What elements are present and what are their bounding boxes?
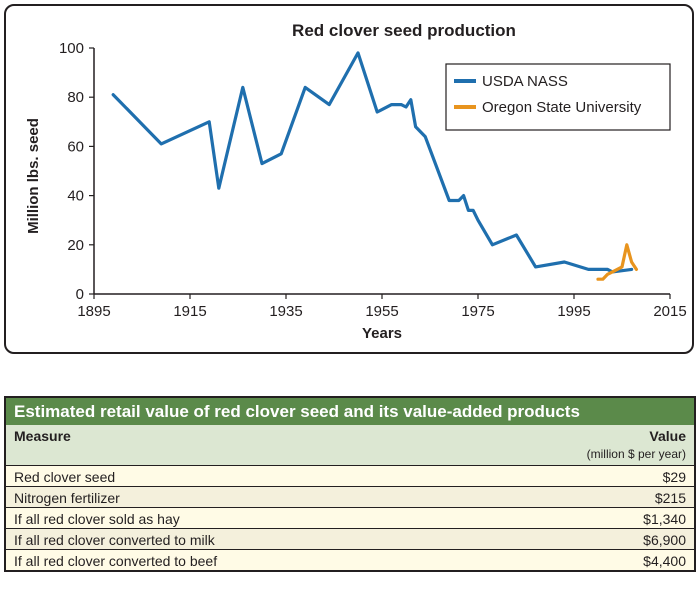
- row-value: $215: [654, 490, 686, 506]
- table-row: Red clover seed $29: [6, 466, 694, 487]
- row-value: $29: [662, 469, 686, 485]
- table-body: Red clover seed $29 Nitrogen fertilizer …: [6, 466, 694, 570]
- series-line-usda-nass: [111, 51, 634, 274]
- x-tick-label: 1935: [269, 303, 302, 320]
- value-table: Estimated retail value of red clover see…: [4, 396, 696, 572]
- chart-panel: Red clover seed production 0 20 40 60 80 100 18…: [4, 4, 694, 354]
- table-title: Estimated retail value of red clover see…: [6, 398, 694, 425]
- y-tick-label: 40: [67, 188, 84, 205]
- header-value: Value: [649, 428, 686, 444]
- chart-title: Red clover seed production: [292, 21, 516, 40]
- table-row: Nitrogen fertilizer $215: [6, 487, 694, 508]
- x-axis-label: Years: [362, 325, 402, 342]
- x-tick-label: 1975: [461, 303, 494, 320]
- table-row: If all red clover converted to beef $4,4…: [6, 550, 694, 570]
- table-row: If all red clover sold as hay $1,340: [6, 508, 694, 529]
- y-tick-label: 80: [67, 89, 84, 106]
- y-tick-label: 0: [76, 286, 84, 303]
- row-value: $1,340: [643, 511, 686, 527]
- line-chart: Red clover seed production 0 20 40 60 80 100 18…: [25, 21, 687, 342]
- x-tick-label: 1995: [557, 303, 590, 320]
- series-line-oregon-state-university: [596, 243, 638, 281]
- legend-label-usda-nass: USDA NASS: [482, 73, 568, 90]
- row-measure: Red clover seed: [14, 469, 116, 485]
- header-unit: (million $ per year): [586, 447, 686, 461]
- row-measure: If all red clover converted to beef: [14, 553, 218, 569]
- x-tick-label: 2015: [653, 303, 686, 320]
- row-value: $6,900: [643, 532, 686, 548]
- legend-box: [445, 63, 671, 131]
- y-axis-label: Million lbs. seed: [25, 118, 42, 234]
- x-tick-label: 1915: [173, 303, 206, 320]
- y-tick-label: 100: [59, 40, 84, 57]
- header-measure: Measure: [14, 428, 71, 444]
- row-measure: If all red clover sold as hay: [14, 511, 180, 527]
- table-header: Measure Value (million $ per year): [6, 425, 694, 466]
- y-tick-label: 20: [67, 237, 84, 254]
- row-measure: If all red clover converted to milk: [14, 532, 215, 548]
- row-value: $4,400: [643, 553, 686, 569]
- row-measure: Nitrogen fertilizer: [14, 490, 120, 506]
- legend-label-oregon-state-university: Oregon State University: [482, 99, 642, 116]
- x-tick-label: 1955: [365, 303, 398, 320]
- y-tick-label: 60: [67, 138, 84, 155]
- table-row: If all red clover converted to milk $6,9…: [6, 529, 694, 550]
- x-tick-label: 1895: [77, 303, 110, 320]
